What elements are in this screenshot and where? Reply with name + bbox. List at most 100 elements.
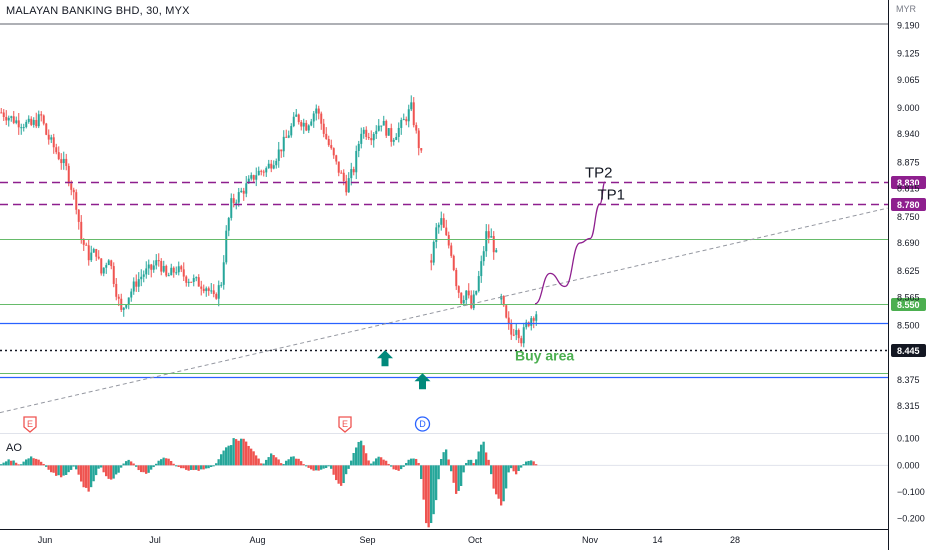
ao-bar bbox=[260, 463, 263, 466]
candle-body bbox=[107, 260, 110, 266]
earnings-marker-label: E bbox=[27, 419, 33, 429]
earnings-marker-icon[interactable] bbox=[23, 416, 37, 433]
ao-bar bbox=[350, 460, 353, 466]
ao-bar bbox=[462, 465, 465, 473]
candle-body bbox=[302, 122, 305, 127]
ao-bar bbox=[82, 465, 85, 488]
candle-body bbox=[440, 218, 443, 225]
candle-body bbox=[70, 183, 73, 190]
target-label: TP2 bbox=[585, 165, 613, 182]
ao-bar bbox=[252, 451, 255, 466]
ao-bar bbox=[430, 465, 433, 524]
candle-body bbox=[42, 115, 45, 124]
candle-body bbox=[92, 249, 95, 253]
candle-body bbox=[10, 116, 13, 118]
ao-bar bbox=[232, 438, 235, 466]
ao-bar bbox=[380, 457, 383, 466]
ao-bar bbox=[227, 445, 230, 466]
candle-body bbox=[12, 116, 15, 123]
ao-bar bbox=[145, 465, 148, 474]
candle-body bbox=[340, 172, 343, 174]
candle-body bbox=[357, 143, 360, 151]
ao-bar bbox=[395, 465, 398, 470]
candle-body bbox=[305, 122, 308, 131]
candle-body bbox=[250, 175, 253, 179]
ao-bar bbox=[292, 456, 295, 466]
ao-bar bbox=[330, 465, 333, 469]
ao-bar bbox=[500, 465, 503, 506]
ao-bar bbox=[447, 459, 450, 466]
ao-bar bbox=[105, 465, 108, 477]
ao-bar bbox=[170, 461, 173, 466]
dividend-marker-icon[interactable] bbox=[414, 416, 431, 432]
candle-body bbox=[232, 198, 235, 203]
ao-bar bbox=[495, 465, 498, 495]
candle-body bbox=[377, 125, 380, 131]
candle-body bbox=[405, 119, 408, 122]
ao-bar bbox=[230, 445, 233, 466]
ao-bar bbox=[192, 465, 195, 471]
candle-body bbox=[110, 260, 113, 267]
candle-body bbox=[190, 281, 193, 283]
candle-body bbox=[290, 126, 293, 136]
ao-bar bbox=[280, 463, 283, 466]
ao-bar bbox=[60, 465, 63, 478]
ao-bar bbox=[7, 459, 10, 466]
candle-body bbox=[505, 305, 508, 318]
ao-bar bbox=[125, 461, 128, 466]
ao-bar bbox=[455, 465, 458, 494]
ao-bar bbox=[420, 465, 423, 480]
candle-body bbox=[272, 165, 275, 169]
ao-bar bbox=[15, 462, 18, 466]
candle-body bbox=[105, 265, 108, 268]
ao-bar bbox=[300, 461, 303, 466]
candle-body bbox=[532, 318, 535, 321]
ao-bar bbox=[485, 452, 488, 466]
ao-bar bbox=[130, 461, 133, 466]
ao-bar bbox=[472, 463, 475, 466]
candle-body bbox=[382, 120, 385, 126]
candle-body bbox=[487, 231, 490, 238]
candle-body bbox=[367, 136, 370, 139]
candle-body bbox=[225, 230, 228, 263]
ao-bar bbox=[265, 459, 268, 466]
ao-bar bbox=[445, 449, 448, 466]
ao-bar bbox=[357, 441, 360, 466]
ao-bar bbox=[307, 465, 310, 468]
ao-bar bbox=[490, 465, 493, 475]
ao-bar bbox=[470, 459, 473, 466]
ao-bar bbox=[287, 459, 290, 466]
candle-body bbox=[407, 109, 410, 122]
candle-body bbox=[77, 209, 80, 222]
ao-bar bbox=[220, 454, 223, 466]
ao-bar bbox=[35, 458, 38, 466]
candle-body bbox=[342, 172, 345, 181]
ao-bar bbox=[355, 447, 358, 466]
candle-body bbox=[200, 286, 203, 289]
candle-body bbox=[355, 150, 358, 173]
ao-bar bbox=[417, 463, 420, 466]
ao-bar bbox=[340, 465, 343, 486]
candle-body bbox=[140, 276, 143, 280]
candle-body bbox=[412, 102, 415, 126]
candle-body bbox=[285, 136, 288, 138]
candle-body bbox=[502, 296, 505, 306]
ao-bar bbox=[47, 465, 50, 470]
candle-body bbox=[507, 317, 510, 324]
earnings-marker-icon[interactable] bbox=[338, 416, 352, 433]
candle-body bbox=[522, 327, 525, 344]
ao-bar bbox=[442, 452, 445, 466]
candle-body bbox=[135, 281, 138, 287]
currency-label: MYR bbox=[896, 4, 916, 14]
ao-bar bbox=[65, 465, 68, 475]
candle-body bbox=[260, 170, 263, 172]
ao-bar bbox=[242, 438, 245, 466]
candle-body bbox=[385, 120, 388, 136]
ao-bar bbox=[532, 461, 535, 466]
candle-body bbox=[235, 202, 238, 204]
candle-body bbox=[270, 163, 273, 169]
time-axis-tick: Jun bbox=[38, 535, 53, 545]
candle-body bbox=[295, 114, 298, 117]
candle-body bbox=[247, 178, 250, 184]
